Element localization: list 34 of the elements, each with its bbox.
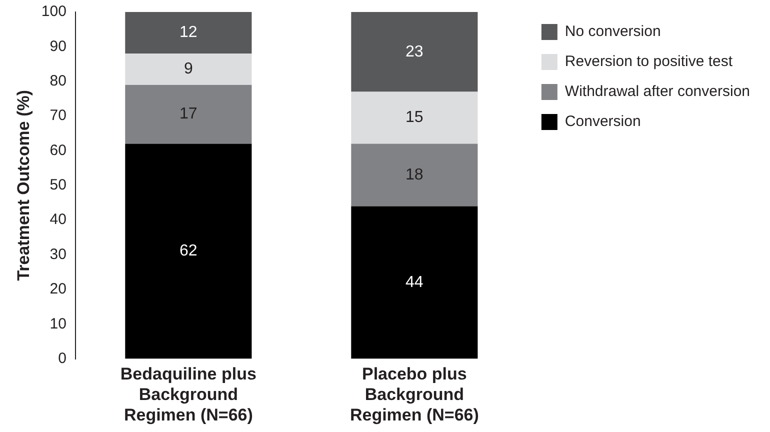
data-label: 15 bbox=[406, 109, 424, 126]
data-label: 62 bbox=[180, 242, 198, 260]
data-label: 23 bbox=[406, 43, 424, 60]
x-tick-label: Bedaquiline plus Background Regimen (N=66) bbox=[120, 364, 256, 424]
legend-label: Reversion to positive test bbox=[564, 53, 734, 70]
legend-label: No conversion bbox=[564, 23, 661, 40]
x-tick-label: Placebo plus Background Regimen (N=66) bbox=[350, 364, 479, 424]
data-label: 12 bbox=[180, 24, 198, 42]
y-tick-label: 30 bbox=[50, 246, 66, 263]
y-tick-label: 50 bbox=[50, 176, 66, 194]
bar bbox=[351, 12, 478, 92]
legend-label: Withdrawal after conversion bbox=[564, 83, 750, 100]
y-tick-label: 90 bbox=[50, 38, 66, 55]
y-tick-label: 10 bbox=[50, 315, 66, 332]
y-tick-label: 40 bbox=[50, 211, 66, 228]
legend-label: Conversion bbox=[564, 113, 641, 130]
y-tick-label: 0 bbox=[58, 350, 66, 367]
bar bbox=[125, 54, 252, 85]
bar bbox=[351, 206, 478, 359]
data-label: 17 bbox=[180, 106, 198, 123]
data-label: 44 bbox=[406, 274, 424, 291]
bar bbox=[125, 84, 252, 144]
y-axis-title: Treatment Outcome (%) bbox=[14, 90, 33, 281]
data-label: 18 bbox=[406, 166, 424, 184]
bar bbox=[125, 144, 252, 359]
bar bbox=[351, 144, 478, 206]
data-label: 9 bbox=[184, 60, 193, 78]
y-tick-label: 100 bbox=[41, 3, 66, 20]
y-tick-label: 80 bbox=[50, 72, 66, 90]
bar bbox=[125, 12, 252, 54]
y-tick-label: 70 bbox=[50, 107, 66, 124]
y-tick-label: 60 bbox=[50, 142, 66, 159]
y-tick-label: 20 bbox=[50, 280, 66, 298]
bar bbox=[351, 92, 478, 144]
